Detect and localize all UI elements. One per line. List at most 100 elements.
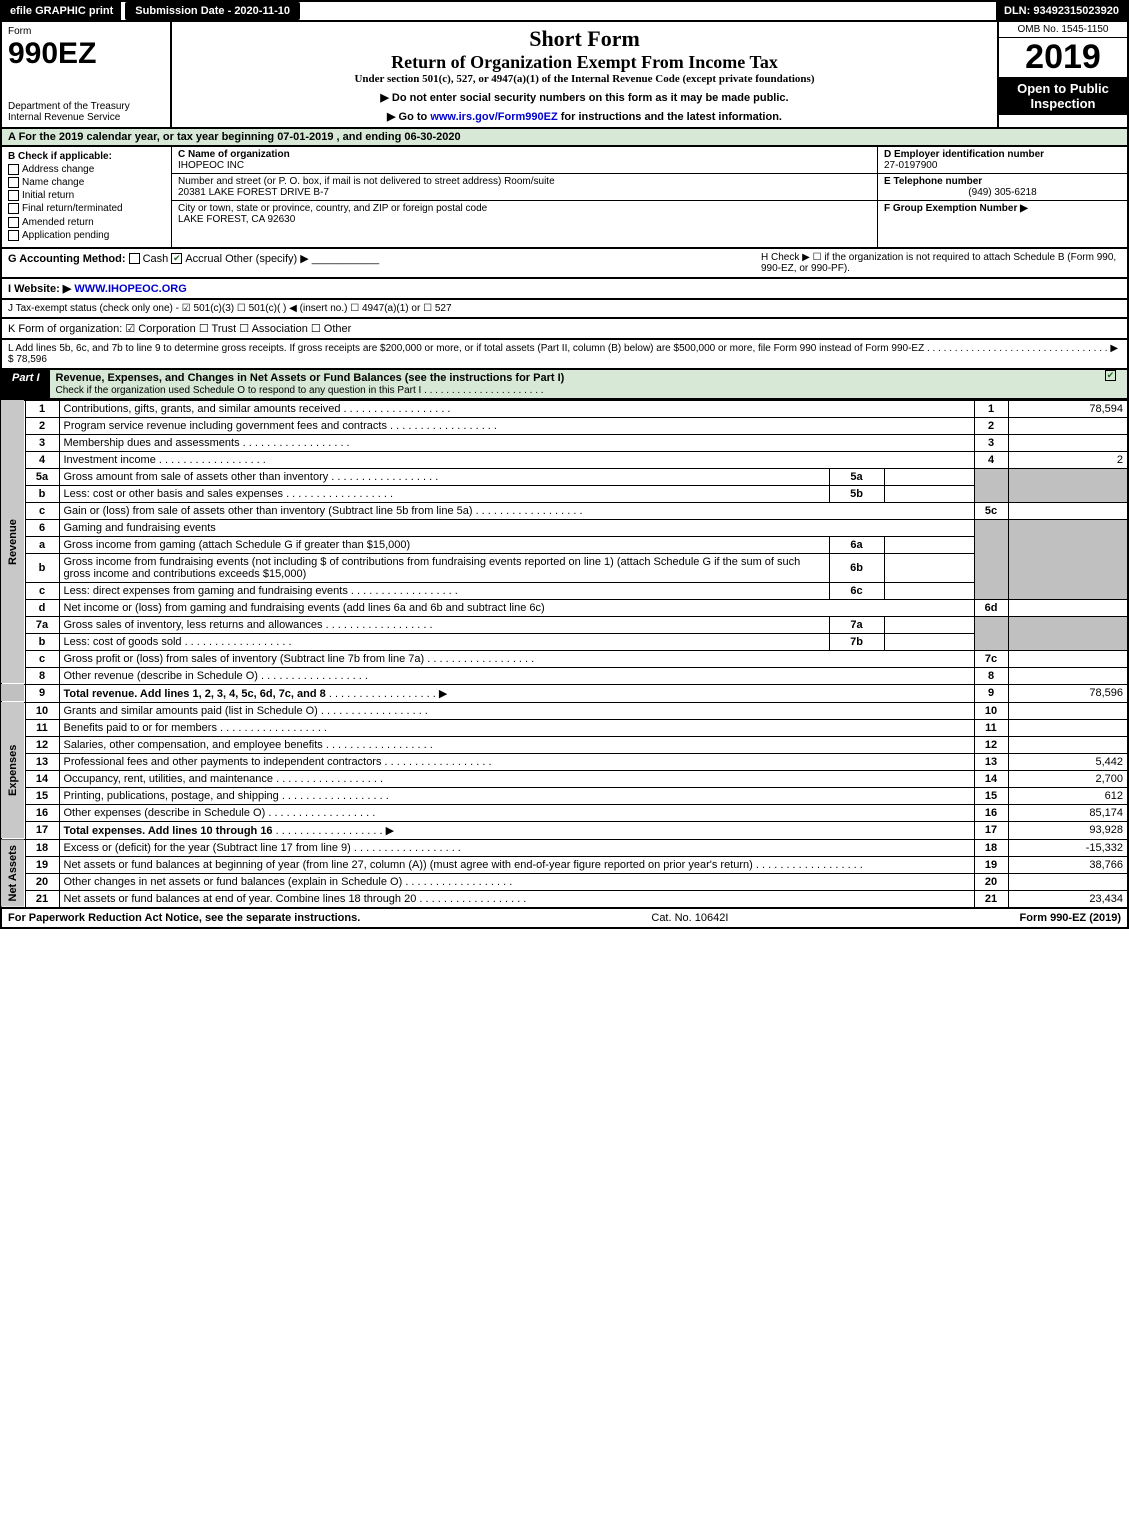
line13-desc: Professional fees and other payments to … [64, 756, 492, 768]
col-b-header: B Check if applicable: [8, 151, 165, 162]
part1-checkbox[interactable] [1097, 370, 1127, 398]
tel-label: E Telephone number [884, 176, 982, 187]
sidebar-expenses: Expenses [1, 702, 25, 839]
part1-table: Revenue 1 Contributions, gifts, grants, … [0, 400, 1129, 909]
cb-accrual[interactable] [171, 253, 182, 264]
line12-amt [1008, 736, 1128, 753]
line7b-desc: Less: cost of goods sold [64, 636, 292, 648]
title-return: Return of Organization Exempt From Incom… [176, 52, 993, 73]
line19-amt: 38,766 [1008, 856, 1128, 873]
ein-value: 27-0197900 [884, 160, 937, 171]
group-exempt-label: F Group Exemption Number ▶ [884, 203, 1028, 214]
line5c-amt [1008, 502, 1128, 519]
line9-desc: Total revenue. Add lines 1, 2, 3, 4, 5c,… [64, 688, 326, 700]
line7c-desc: Gross profit or (loss) from sales of inv… [64, 653, 535, 665]
row-j-tax-exempt: J Tax-exempt status (check only one) - ☑… [0, 300, 1129, 319]
row-h: H Check ▶ ☐ if the organization is not r… [761, 252, 1121, 274]
line12-desc: Salaries, other compensation, and employ… [64, 739, 433, 751]
form-label: Form [8, 26, 164, 37]
footer-cat: Cat. No. 10642I [360, 912, 1019, 924]
cb-final-return[interactable]: Final return/terminated [8, 203, 165, 214]
title-under-section: Under section 501(c), 527, or 4947(a)(1)… [176, 73, 993, 85]
header-center: Short Form Return of Organization Exempt… [172, 22, 997, 127]
header-left: Form 990EZ Department of the Treasury In… [2, 22, 172, 127]
dln: DLN: 93492315023920 [996, 2, 1127, 20]
sidebar-net-assets: Net Assets [1, 839, 25, 908]
line4-amt: 2 [1008, 451, 1128, 468]
website-link[interactable]: WWW.IHOPEOC.ORG [74, 283, 186, 295]
row-k-org-form: K Form of organization: ☑ Corporation ☐ … [0, 319, 1129, 340]
cb-address-change[interactable]: Address change [8, 164, 165, 175]
line6d-desc: Net income or (loss) from gaming and fun… [59, 599, 974, 616]
open-to-public: Open to Public Inspection [999, 77, 1127, 115]
line16-amt: 85,174 [1008, 804, 1128, 821]
org-city: LAKE FOREST, CA 92630 [178, 214, 295, 225]
cb-cash[interactable] [129, 253, 140, 264]
part1-title: Revenue, Expenses, and Changes in Net As… [50, 370, 1097, 398]
line5a-desc: Gross amount from sale of assets other t… [64, 471, 439, 483]
col-d-e-f: D Employer identification number 27-0197… [877, 147, 1127, 247]
line15-amt: 612 [1008, 787, 1128, 804]
line19-desc: Net assets or fund balances at beginning… [64, 859, 863, 871]
line6-desc: Gaming and fundraising events [59, 519, 974, 536]
city-label: City or town, state or province, country… [178, 203, 487, 214]
cb-pending[interactable]: Application pending [8, 230, 165, 241]
line5c-desc: Gain or (loss) from sale of assets other… [64, 505, 583, 517]
col-c-org: C Name of organization IHOPEOC INC Numbe… [172, 147, 877, 247]
line17-amt: 93,928 [1008, 821, 1128, 839]
line6a-desc: Gross income from gaming (attach Schedul… [59, 536, 829, 553]
footer-form: Form 990-EZ (2019) [1020, 912, 1121, 924]
line9-amt: 78,596 [1008, 684, 1128, 702]
tel-value: (949) 305-6218 [884, 187, 1121, 198]
line11-amt [1008, 719, 1128, 736]
line21-amt: 23,434 [1008, 890, 1128, 908]
efile-label[interactable]: efile GRAPHIC print [2, 2, 121, 20]
addr-label: Number and street (or P. O. box, if mail… [178, 176, 555, 187]
line11-desc: Benefits paid to or for members [64, 722, 328, 734]
part1-tag: Part I [2, 370, 50, 398]
line16-desc: Other expenses (describe in Schedule O) [64, 807, 376, 819]
submission-date: Submission Date - 2020-11-10 [125, 2, 300, 20]
line7c-amt [1008, 650, 1128, 667]
line4-desc: Investment income [64, 454, 266, 466]
line21-desc: Net assets or fund balances at end of ye… [64, 893, 527, 905]
line20-amt [1008, 873, 1128, 890]
line15-desc: Printing, publications, postage, and shi… [64, 790, 389, 802]
part1-header: Part I Revenue, Expenses, and Changes in… [0, 370, 1129, 400]
line18-desc: Excess or (deficit) for the year (Subtra… [64, 842, 461, 854]
line20-desc: Other changes in net assets or fund bala… [64, 876, 513, 888]
line1-desc: Contributions, gifts, grants, and simila… [64, 403, 451, 415]
footer-paperwork: For Paperwork Reduction Act Notice, see … [8, 912, 360, 924]
cb-initial-return[interactable]: Initial return [8, 190, 165, 201]
col-b-checkboxes: B Check if applicable: Address change Na… [2, 147, 172, 247]
top-bar: efile GRAPHIC print Submission Date - 20… [0, 0, 1129, 22]
line10-amt [1008, 702, 1128, 719]
line1-amt: 78,594 [1008, 400, 1128, 417]
line8-amt [1008, 667, 1128, 684]
line10-desc: Grants and similar amounts paid (list in… [64, 705, 428, 717]
row-l-gross-receipts: L Add lines 5b, 6c, and 7b to line 9 to … [0, 340, 1129, 370]
cb-amended[interactable]: Amended return [8, 217, 165, 228]
org-name-label: C Name of organization [178, 149, 290, 160]
sidebar-revenue: Revenue [1, 400, 25, 684]
line5b-desc: Less: cost or other basis and sales expe… [64, 488, 394, 500]
line14-desc: Occupancy, rent, utilities, and maintena… [64, 773, 384, 785]
line18-amt: -15,332 [1008, 839, 1128, 856]
title-short-form: Short Form [176, 26, 993, 52]
cb-name-change[interactable]: Name change [8, 177, 165, 188]
header-right: OMB No. 1545-1150 2019 Open to Public In… [997, 22, 1127, 127]
line6c-desc: Less: direct expenses from gaming and fu… [64, 585, 458, 597]
line14-amt: 2,700 [1008, 770, 1128, 787]
org-street: 20381 LAKE FOREST DRIVE B-7 [178, 187, 329, 198]
line2-amt [1008, 417, 1128, 434]
irs-link[interactable]: www.irs.gov/Form990EZ [430, 111, 557, 123]
omb-number: OMB No. 1545-1150 [999, 22, 1127, 38]
ein-label: D Employer identification number [884, 149, 1044, 160]
title-goto: ▶ Go to www.irs.gov/Form990EZ for instru… [176, 110, 993, 123]
row-a-tax-year: A For the 2019 calendar year, or tax yea… [0, 129, 1129, 147]
acct-method-label: G Accounting Method: [8, 253, 126, 265]
line8-desc: Other revenue (describe in Schedule O) [64, 670, 368, 682]
line6d-amt [1008, 599, 1128, 616]
line13-amt: 5,442 [1008, 753, 1128, 770]
title-ssn-warning: ▶ Do not enter social security numbers o… [176, 91, 993, 104]
